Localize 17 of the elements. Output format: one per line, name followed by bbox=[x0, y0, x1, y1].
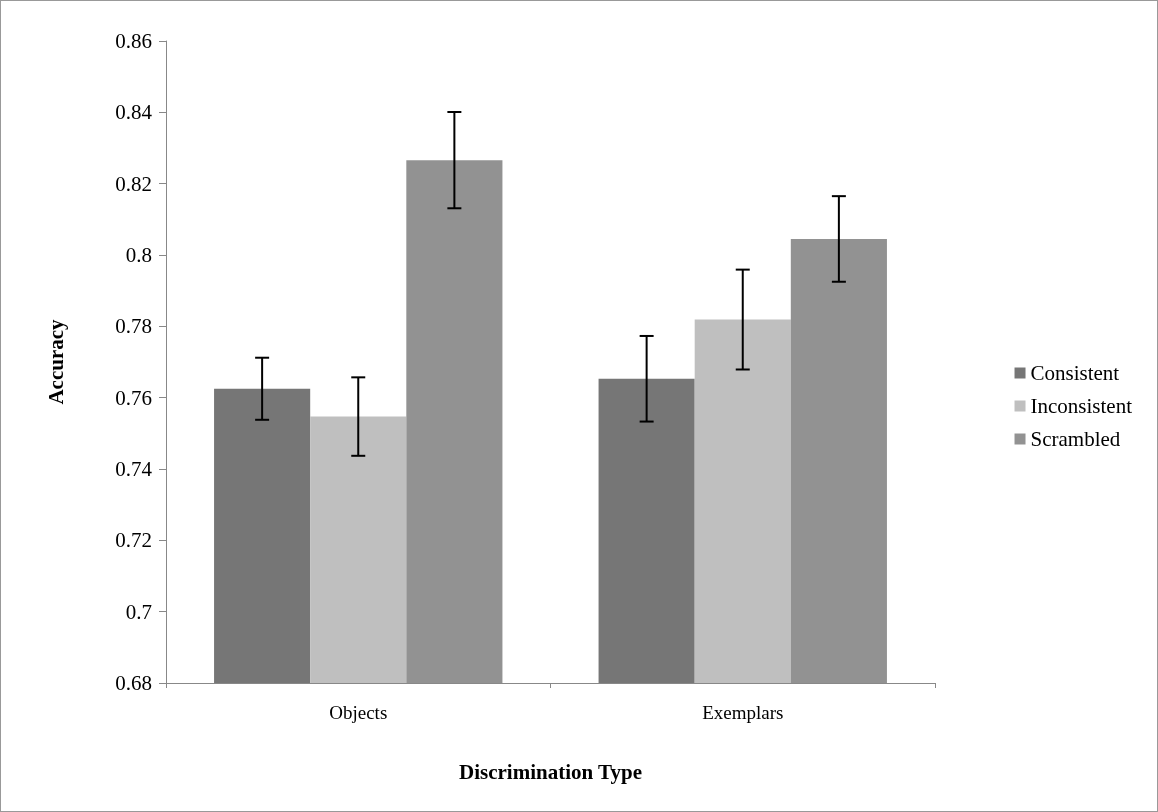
x-tick-label: Objects bbox=[329, 702, 388, 723]
x-tick-label: Exemplars bbox=[702, 702, 784, 723]
y-tick-label: 0.68 bbox=[115, 671, 152, 695]
legend-label: Consistent bbox=[1030, 361, 1120, 385]
y-tick-label: 0.76 bbox=[115, 385, 152, 410]
x-axis-title: Discrimination Type bbox=[459, 759, 642, 784]
y-tick-label: 0.72 bbox=[115, 528, 152, 553]
y-axis-title: Accuracy bbox=[43, 318, 68, 405]
y-tick-label: 0.74 bbox=[115, 457, 153, 481]
y-tick-label: 0.86 bbox=[115, 29, 152, 53]
legend-label: Scrambled bbox=[1030, 427, 1121, 451]
y-tick-label: 0.78 bbox=[115, 314, 152, 339]
legend-label: Inconsistent bbox=[1030, 394, 1133, 418]
y-tick-label: 0.82 bbox=[115, 171, 152, 196]
y-tick-label: 0.8 bbox=[125, 243, 152, 267]
y-tick-label: 0.84 bbox=[115, 100, 153, 125]
y-tick-label: 0.7 bbox=[125, 599, 152, 624]
